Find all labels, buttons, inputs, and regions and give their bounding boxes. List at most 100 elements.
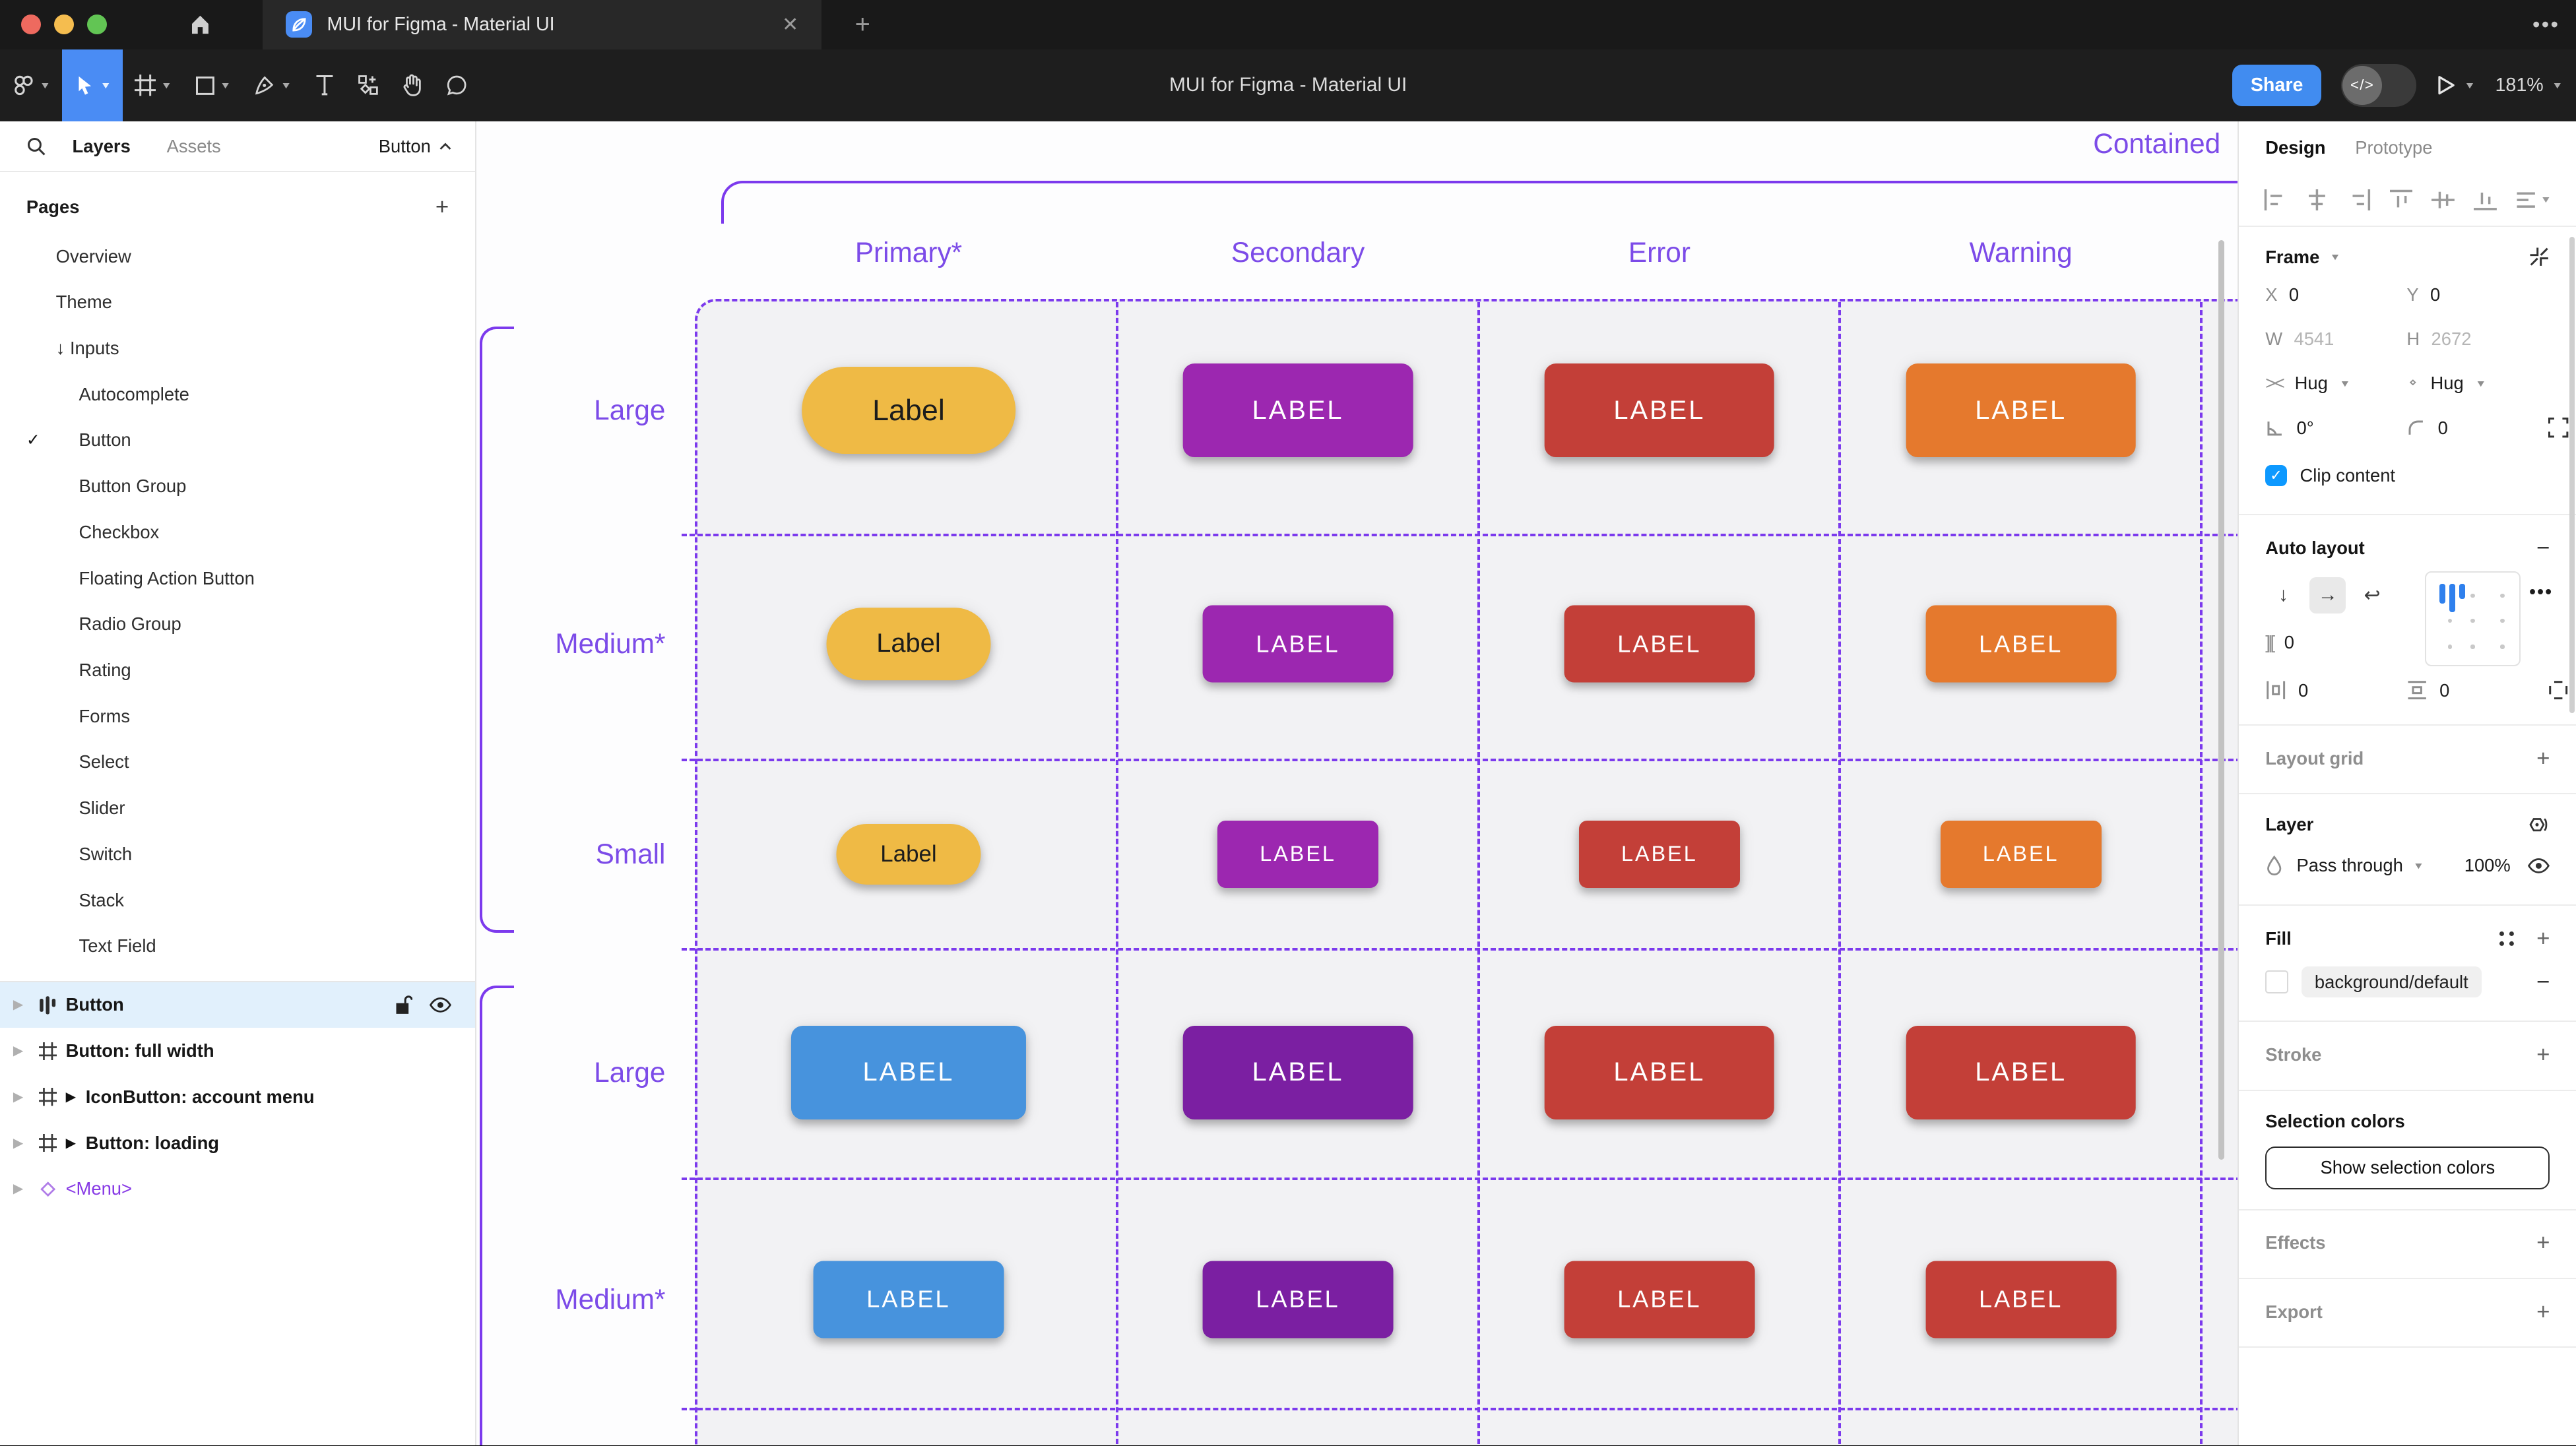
- tab-assets[interactable]: Assets: [166, 135, 221, 156]
- minimize-window-button[interactable]: [54, 15, 75, 35]
- independent-corners-icon[interactable]: [2548, 417, 2569, 438]
- button-specimen-warning[interactable]: LABEL: [1906, 363, 2136, 458]
- window-overflow-menu[interactable]: •••: [2532, 12, 2560, 36]
- align-right-icon[interactable]: [2348, 189, 2371, 210]
- gap-field[interactable]: ]|[0: [2265, 632, 2294, 653]
- close-window-button[interactable]: [21, 15, 42, 35]
- corner-radius-field[interactable]: 0: [2406, 418, 2548, 439]
- sidebar-page-item[interactable]: Overview: [0, 234, 475, 280]
- button-specimen-error2[interactable]: LABEL: [1564, 1261, 1755, 1338]
- auto-layout-more-button[interactable]: •••: [2529, 581, 2554, 602]
- button-specimen-primary[interactable]: Label: [802, 367, 1015, 455]
- tab-design[interactable]: Design: [2265, 137, 2326, 158]
- button-specimen-primary[interactable]: Label: [826, 608, 991, 680]
- sidebar-page-item[interactable]: Text Field: [0, 923, 475, 969]
- expand-chevron-icon[interactable]: ▶: [13, 1044, 24, 1059]
- layer-row[interactable]: ▶ ▶ Button: loading: [0, 1120, 475, 1166]
- x-value[interactable]: 0: [2288, 284, 2300, 305]
- align-left-icon[interactable]: [2264, 189, 2287, 210]
- expand-chevron-icon[interactable]: ▶: [13, 1181, 24, 1197]
- horizontal-resizing[interactable]: >< Hug ▼: [2265, 373, 2351, 394]
- present-button[interactable]: ▼: [2436, 75, 2476, 96]
- sidebar-page-item[interactable]: Switch: [0, 831, 475, 877]
- opacity-value[interactable]: 100%: [2464, 855, 2511, 876]
- expand-chevron-icon[interactable]: ▶: [13, 997, 24, 1013]
- styles-icon[interactable]: [2497, 929, 2517, 949]
- new-tab-button[interactable]: +: [854, 9, 870, 39]
- share-button[interactable]: Share: [2232, 65, 2321, 106]
- button-specimen-secondary2[interactable]: LABEL: [1182, 1025, 1413, 1119]
- y-value[interactable]: 0: [2430, 284, 2441, 305]
- layer-row[interactable]: ▶ Button: [0, 982, 476, 1028]
- add-page-button[interactable]: +: [435, 193, 449, 220]
- text-tool-button[interactable]: [304, 49, 346, 122]
- rotation-field[interactable]: 0°: [2265, 418, 2406, 439]
- add-export-button[interactable]: +: [2536, 1298, 2550, 1325]
- fill-color-swatch[interactable]: [2265, 970, 2289, 994]
- button-specimen-error[interactable]: LABEL: [1564, 605, 1755, 683]
- sidebar-page-item[interactable]: ✓ Button: [0, 418, 475, 464]
- layer-row[interactable]: ▶ <Menu>: [0, 1166, 475, 1212]
- layer-row[interactable]: ▶ Button: full width: [0, 1028, 475, 1074]
- blend-mode-value[interactable]: Pass through: [2296, 855, 2403, 876]
- blend-mode-icon[interactable]: [2527, 814, 2550, 835]
- sidebar-page-item[interactable]: Radio Group: [0, 601, 475, 647]
- add-stroke-button[interactable]: +: [2536, 1042, 2550, 1068]
- button-specimen-warning[interactable]: LABEL: [1940, 820, 2102, 888]
- auto-layout-horizontal-button[interactable]: →: [2309, 577, 2346, 613]
- comment-tool-button[interactable]: [435, 49, 479, 122]
- frame-tool-button[interactable]: ▼: [123, 49, 183, 122]
- add-fill-button[interactable]: +: [2536, 925, 2550, 951]
- expand-chevron-icon[interactable]: ▶: [13, 1089, 24, 1104]
- sidebar-page-item[interactable]: Checkbox: [0, 509, 475, 555]
- button-specimen-secondary2[interactable]: LABEL: [1202, 1261, 1394, 1338]
- tab-close-button[interactable]: ✕: [782, 13, 799, 36]
- chevron-down-icon[interactable]: ▼: [2329, 251, 2341, 263]
- sidebar-page-item[interactable]: Stack: [0, 877, 475, 924]
- zoom-menu[interactable]: 181% ▼: [2496, 75, 2563, 96]
- sidebar-page-item[interactable]: Floating Action Button: [0, 555, 475, 602]
- button-specimen-warning[interactable]: LABEL: [1925, 605, 2117, 683]
- eye-icon[interactable]: [429, 997, 452, 1013]
- button-specimen-error2[interactable]: LABEL: [1925, 1261, 2117, 1338]
- fill-style-name[interactable]: background/default: [2301, 966, 2482, 998]
- auto-layout-wrap-button[interactable]: ↩: [2364, 584, 2381, 606]
- document-tab[interactable]: MUI for Figma - Material UI ✕: [263, 0, 821, 49]
- sidebar-page-item[interactable]: Slider: [0, 785, 475, 831]
- hand-tool-button[interactable]: [391, 49, 435, 122]
- button-specimen-secondary[interactable]: LABEL: [1182, 363, 1413, 458]
- vertical-resizing[interactable]: ⌄ ⌃ Hug ▼: [2406, 372, 2487, 394]
- panel-scrollbar[interactable]: [2569, 236, 2575, 713]
- sidebar-page-item[interactable]: Button Group: [0, 463, 475, 509]
- button-specimen-secondary[interactable]: LABEL: [1202, 605, 1394, 683]
- add-effect-button[interactable]: +: [2536, 1230, 2550, 1256]
- vertical-padding-field[interactable]: 0: [2406, 679, 2548, 701]
- search-icon[interactable]: [26, 137, 46, 156]
- align-top-icon[interactable]: [2389, 189, 2413, 210]
- align-vertical-center-icon[interactable]: [2431, 189, 2455, 210]
- pen-tool-button[interactable]: ▼: [243, 49, 304, 122]
- auto-layout-alignment-grid[interactable]: [2425, 571, 2521, 667]
- button-specimen-error2[interactable]: LABEL: [1906, 1025, 2136, 1119]
- distribute-menu[interactable]: ▼: [2515, 189, 2552, 210]
- canvas[interactable]: Contained Primary* Secondary Error Warning …: [476, 121, 2238, 1446]
- button-specimen-primary[interactable]: Label: [836, 823, 981, 885]
- main-menu-button[interactable]: ▼: [0, 49, 62, 122]
- canvas-scrollbar[interactable]: [2218, 239, 2225, 1160]
- sidebar-page-item[interactable]: ↓ Inputs: [0, 325, 475, 371]
- remove-auto-layout-button[interactable]: −: [2536, 535, 2550, 561]
- auto-layout-vertical-button[interactable]: ↓: [2278, 584, 2289, 606]
- tab-prototype[interactable]: Prototype: [2355, 137, 2433, 158]
- add-layout-grid-button[interactable]: +: [2536, 745, 2550, 771]
- sidebar-page-item[interactable]: Theme: [0, 279, 475, 325]
- horizontal-padding-field[interactable]: 0: [2265, 679, 2406, 701]
- dev-mode-toggle[interactable]: </>: [2340, 64, 2417, 107]
- button-specimen-primary2[interactable]: LABEL: [813, 1261, 1004, 1338]
- unlock-icon[interactable]: [395, 994, 413, 1015]
- button-specimen-error[interactable]: LABEL: [1578, 820, 1740, 888]
- sidebar-page-item[interactable]: Autocomplete: [0, 371, 475, 418]
- sidebar-page-item[interactable]: Rating: [0, 647, 475, 693]
- h-value[interactable]: 2672: [2431, 329, 2472, 350]
- collapse-icon[interactable]: [2528, 246, 2550, 267]
- remove-fill-button[interactable]: −: [2536, 968, 2550, 995]
